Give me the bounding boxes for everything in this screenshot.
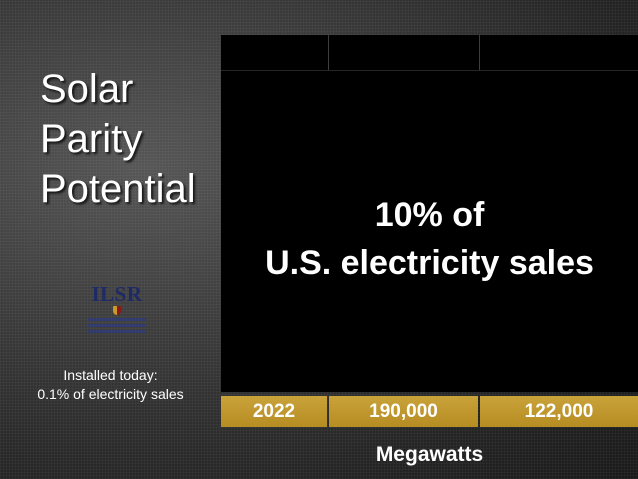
logo-text: ILSR xyxy=(91,282,143,306)
highlight-line-2: U.S. electricity sales xyxy=(265,244,594,282)
slide-title: Solar Parity Potential xyxy=(40,64,230,214)
installed-today-note: Installed today: 0.1% of electricity sal… xyxy=(18,366,203,404)
title-line-1: Solar xyxy=(40,67,134,111)
logo-tagline-graphic xyxy=(88,318,146,333)
units-label: Megawatts xyxy=(375,443,484,466)
title-line-2: Parity xyxy=(40,117,143,161)
header-row-divider xyxy=(221,70,638,71)
table-row: 2022 190,000 122,000 xyxy=(221,396,638,427)
highlight-line-1: 10% of xyxy=(374,196,485,234)
installed-note-line-2: 0.1% of electricity sales xyxy=(37,386,184,402)
logo-shield-icon xyxy=(113,306,121,315)
ilsr-logo: ILSR xyxy=(86,283,148,341)
installed-note-line-1: Installed today: xyxy=(63,367,158,383)
column-divider xyxy=(328,35,329,70)
title-line-3: Potential xyxy=(40,167,196,211)
table-cell-value-1: 190,000 xyxy=(329,396,478,427)
table-cell-year: 2022 xyxy=(221,396,327,427)
table-cell-value-2: 122,000 xyxy=(480,396,638,427)
column-divider xyxy=(479,35,480,70)
table-black-box xyxy=(221,35,638,392)
highlight-statement: 10% of U.S. electricity sales xyxy=(221,191,638,287)
